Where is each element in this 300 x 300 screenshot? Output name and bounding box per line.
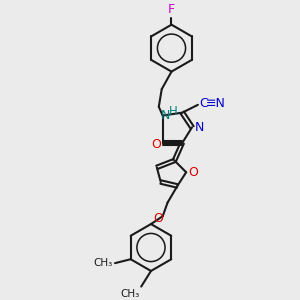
Text: CH₃: CH₃ (94, 258, 113, 268)
Text: CH₃: CH₃ (120, 289, 139, 298)
Text: F: F (168, 3, 175, 16)
Text: O: O (188, 166, 198, 179)
Text: H: H (169, 105, 177, 118)
Text: N: N (161, 109, 170, 122)
Text: C: C (199, 98, 208, 110)
Text: N: N (195, 121, 205, 134)
Text: ≡N: ≡N (206, 98, 226, 110)
Text: O: O (151, 138, 161, 152)
Text: O: O (153, 212, 163, 225)
